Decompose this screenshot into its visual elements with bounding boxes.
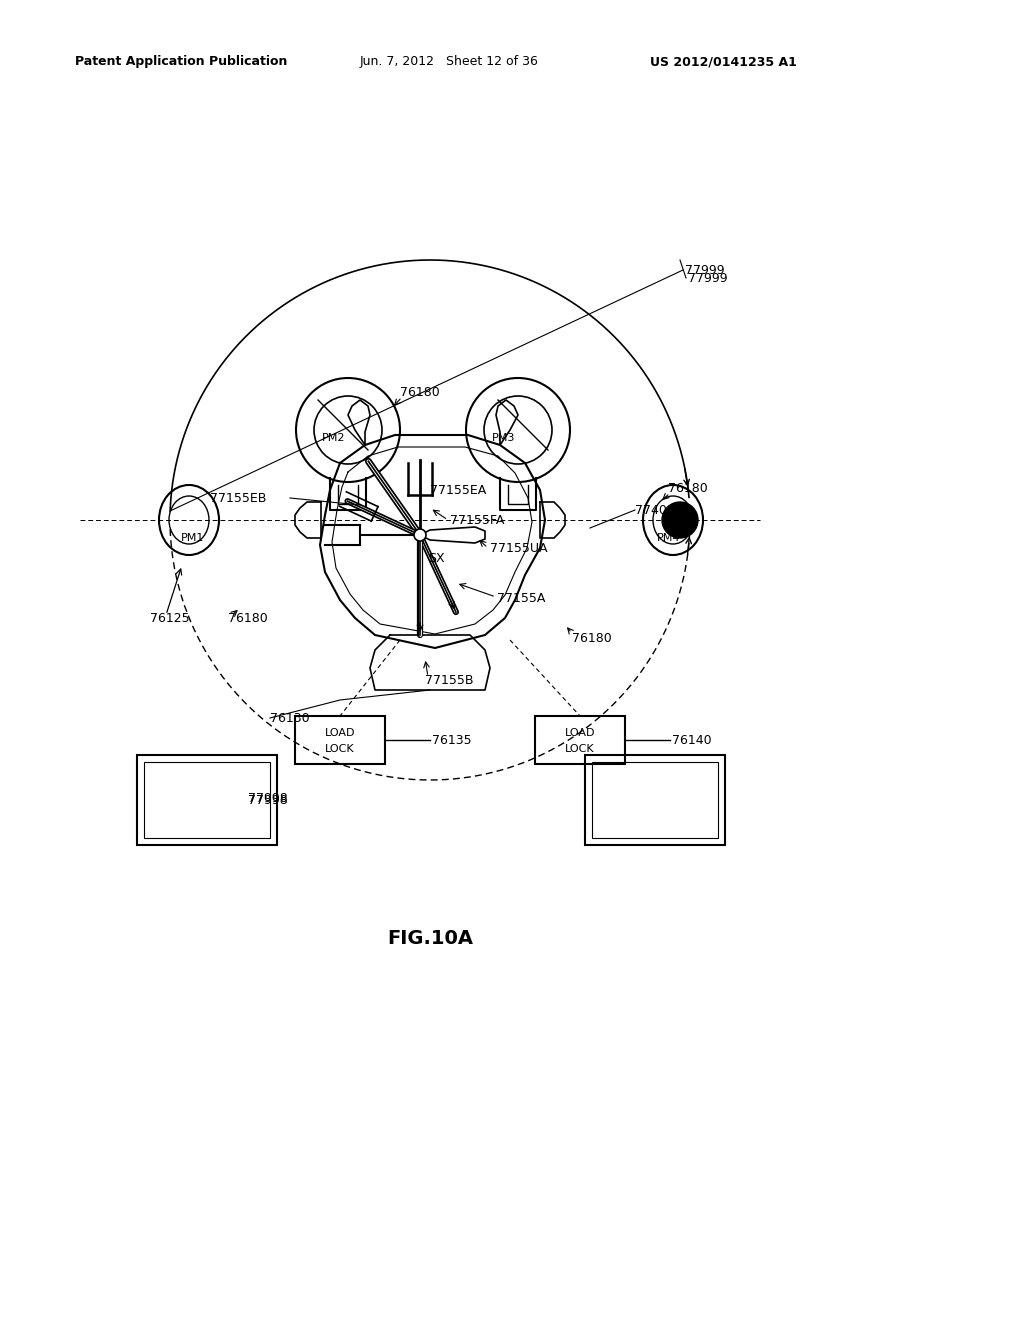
- Text: 76180: 76180: [668, 482, 708, 495]
- Text: 76130: 76130: [270, 711, 309, 725]
- Text: 77400: 77400: [635, 503, 675, 516]
- Text: Jun. 7, 2012   Sheet 12 of 36: Jun. 7, 2012 Sheet 12 of 36: [360, 55, 539, 69]
- Bar: [535, 715, 625, 764]
- Text: 77155UA: 77155UA: [490, 541, 548, 554]
- Text: 77998: 77998: [248, 792, 288, 804]
- Text: 76135: 76135: [432, 734, 472, 747]
- Text: 77155EA: 77155EA: [430, 483, 486, 496]
- Text: Patent Application Publication: Patent Application Publication: [75, 55, 288, 69]
- Text: PM2: PM2: [323, 433, 346, 444]
- Text: 76180: 76180: [572, 631, 611, 644]
- Circle shape: [414, 529, 426, 541]
- Text: LOAD: LOAD: [565, 729, 595, 738]
- Text: LOAD: LOAD: [325, 729, 355, 738]
- Text: 77155B: 77155B: [425, 673, 473, 686]
- Text: 77155FA: 77155FA: [450, 513, 505, 527]
- Text: 76180: 76180: [228, 611, 267, 624]
- Text: 77999: 77999: [685, 264, 725, 276]
- Text: PM3: PM3: [493, 433, 516, 444]
- Text: 77998: 77998: [248, 793, 288, 807]
- Circle shape: [662, 502, 698, 539]
- Text: 77999: 77999: [688, 272, 728, 285]
- Text: US 2012/0141235 A1: US 2012/0141235 A1: [650, 55, 797, 69]
- Text: LOCK: LOCK: [326, 744, 354, 754]
- Text: PM4: PM4: [657, 533, 681, 543]
- Text: 77155A: 77155A: [497, 591, 546, 605]
- Text: LOCK: LOCK: [565, 744, 595, 754]
- Text: 76125: 76125: [150, 611, 189, 624]
- Bar: [295, 715, 385, 764]
- Text: 76180: 76180: [400, 385, 439, 399]
- Text: 77155EB: 77155EB: [210, 491, 266, 504]
- Text: SX: SX: [428, 552, 444, 565]
- Text: FIG.10A: FIG.10A: [387, 928, 473, 948]
- Text: PM1: PM1: [181, 533, 205, 543]
- Text: 76140: 76140: [672, 734, 712, 747]
